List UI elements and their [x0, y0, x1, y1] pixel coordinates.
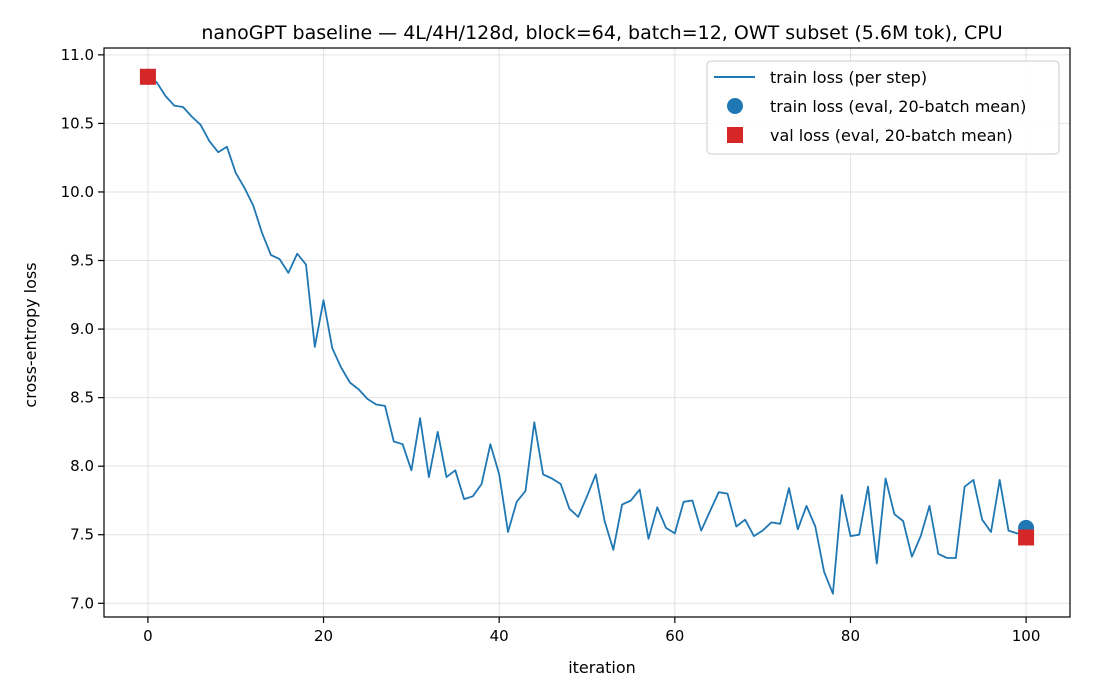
y-axis-label: cross-entropy loss [21, 262, 40, 407]
train-loss-line [147, 76, 1027, 595]
y-tick-label: 8.0 [70, 457, 94, 475]
legend: train loss (per step) train loss (eval, … [706, 60, 1060, 155]
legend-label-val-eval: val loss (eval, 20-batch mean) [770, 126, 1013, 145]
y-tick-label: 9.0 [70, 320, 94, 338]
plot-area [139, 68, 1035, 595]
y-tick-label: 11.0 [61, 46, 94, 64]
val-eval-point [139, 68, 156, 85]
x-tick-label: 60 [665, 627, 684, 645]
legend-swatch-val-eval [727, 127, 743, 143]
x-tick-label: 100 [1012, 627, 1041, 645]
legend-label-train-line: train loss (per step) [770, 68, 927, 87]
y-tick-label: 7.0 [70, 594, 94, 612]
legend-box [706, 60, 1060, 155]
y-axis: 7.0 7.5 8.0 8.5 9.0 9.5 10.0 10.5 11.0 [61, 46, 104, 612]
x-tick-label: 0 [143, 627, 153, 645]
y-tick-label: 7.5 [70, 526, 94, 544]
x-tick-label: 20 [314, 627, 333, 645]
x-axis: 0 20 40 60 80 100 [143, 617, 1040, 645]
y-tick-label: 10.5 [61, 114, 94, 132]
x-axis-label: iteration [568, 658, 636, 677]
x-tick-label: 40 [490, 627, 509, 645]
chart-title: nanoGPT baseline — 4L/4H/128d, block=64,… [201, 22, 1002, 44]
x-tick-label: 80 [841, 627, 860, 645]
legend-label-train-eval: train loss (eval, 20-batch mean) [770, 97, 1026, 116]
y-tick-label: 8.5 [70, 389, 94, 407]
y-tick-label: 10.0 [61, 183, 94, 201]
y-tick-label: 9.5 [70, 252, 94, 270]
val-eval-point [1018, 529, 1035, 546]
legend-swatch-train-eval [727, 98, 743, 114]
plot-frame [103, 47, 1071, 618]
